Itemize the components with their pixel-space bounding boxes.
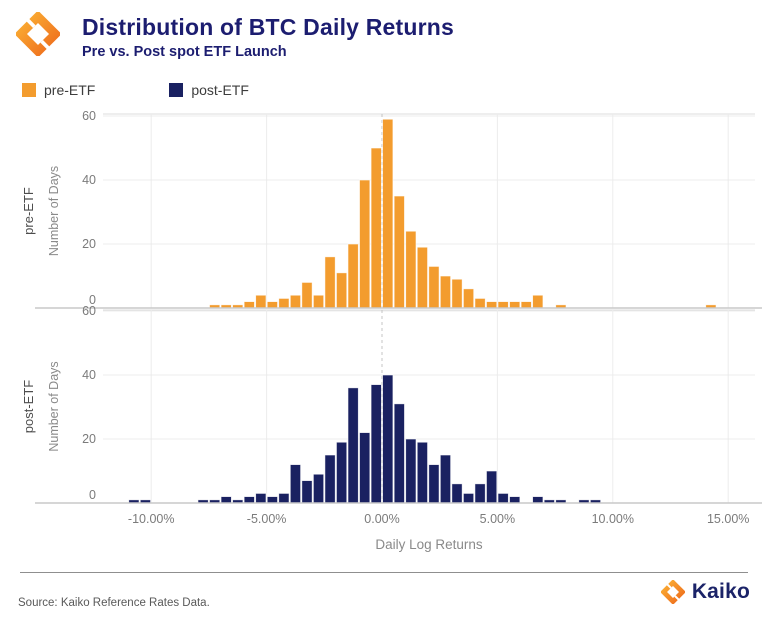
- histogram-bar-pre-etf: [393, 195, 405, 309]
- histogram-bar-post-etf: [462, 492, 475, 504]
- histogram-bar-pre-etf: [532, 294, 544, 309]
- histogram-bar-post-etf: [324, 454, 336, 504]
- histogram-bar-post-etf: [439, 454, 452, 504]
- legend-swatch: [22, 83, 36, 97]
- histogram-bar-pre-etf: [278, 297, 290, 309]
- x-tick-label: 15.00%: [707, 512, 749, 526]
- histogram-bar-pre-etf: [266, 301, 278, 309]
- legend-label: post-ETF: [191, 82, 249, 98]
- histogram-bar-pre-etf: [439, 275, 452, 309]
- x-tick-label: 5.00%: [480, 512, 515, 526]
- y-tick-label: 40: [82, 173, 96, 187]
- histogram-bar-post-etf: [393, 403, 405, 504]
- histogram-bar-post-etf: [428, 464, 440, 504]
- legend: pre-ETF post-ETF: [22, 82, 323, 98]
- histogram-bar-pre-etf: [416, 246, 428, 309]
- y-tick-label: 40: [82, 368, 96, 382]
- histogram-bar-post-etf: [416, 441, 428, 504]
- y-axis-title: Number of Days: [47, 166, 61, 256]
- x-tick-label: 0.00%: [364, 512, 399, 526]
- histogram-bar-post-etf: [451, 483, 463, 504]
- footer-brand: Kaiko: [660, 580, 750, 604]
- histogram-bar-pre-etf: [451, 278, 463, 309]
- page-title: Distribution of BTC Daily Returns: [82, 14, 455, 40]
- histogram-bar-pre-etf: [497, 301, 509, 309]
- histogram-bar-pre-etf: [243, 301, 255, 309]
- histogram-bar-post-etf: [382, 374, 394, 504]
- histogram-bar-pre-etf: [474, 297, 486, 309]
- histogram-bar-pre-etf: [520, 301, 532, 309]
- histogram-bar-pre-etf: [312, 294, 325, 309]
- histogram-bar-pre-etf: [336, 272, 348, 309]
- histogram-bar-post-etf: [278, 492, 290, 504]
- histogram-chart: 0 20 40 60 pre-ETF Number of Days 0 20 40 60 post-…: [21, 109, 762, 552]
- y-axis-title: Number of Days: [47, 361, 61, 451]
- histogram-bar-post-etf: [486, 470, 498, 504]
- x-tick-label: -10.00%: [128, 512, 175, 526]
- x-axis-title: Daily Log Returns: [375, 537, 483, 552]
- y-tick-label: 0: [89, 488, 96, 502]
- brand-name: Kaiko: [691, 580, 750, 603]
- histogram-bar-pre-etf: [462, 288, 475, 309]
- kaiko-logo-icon: [660, 580, 685, 604]
- legend-label: pre-ETF: [44, 82, 96, 98]
- histogram-bar-pre-etf: [255, 294, 267, 309]
- histogram-bar-post-etf: [497, 492, 509, 504]
- kaiko-logo-icon: [16, 12, 60, 56]
- y-tick-label: 20: [82, 237, 96, 251]
- histogram-bar-post-etf: [347, 387, 359, 504]
- x-tick-label: -5.00%: [247, 512, 287, 526]
- histogram-bar-pre-etf: [509, 301, 521, 309]
- histogram-bar-pre-etf: [359, 179, 371, 309]
- histogram-bar-pre-etf: [428, 265, 440, 309]
- histogram-bar-post-etf: [266, 496, 278, 504]
- y-tick-label: 60: [82, 109, 96, 123]
- y-tick-label: 60: [82, 304, 96, 318]
- histogram-bar-post-etf: [359, 432, 371, 504]
- legend-swatch: [169, 83, 184, 97]
- histogram-bar-pre-etf: [486, 301, 498, 309]
- row-label-pre-etf: pre-ETF: [21, 187, 36, 235]
- title-block: Distribution of BTC Daily Returns Pre vs…: [82, 14, 454, 60]
- row-label-post-etf: post-ETF: [21, 380, 36, 434]
- histogram-bar-pre-etf: [301, 281, 313, 309]
- legend-item-post-etf: post-ETF: [169, 82, 249, 98]
- histogram-bar-post-etf: [405, 438, 417, 504]
- histogram-bar-pre-etf: [382, 118, 394, 309]
- footer-divider: [20, 572, 748, 573]
- y-tick-label: 0: [89, 293, 96, 307]
- histogram-bar-pre-etf: [324, 256, 336, 309]
- legend-item-pre-etf: pre-ETF: [22, 82, 95, 98]
- source-note: Source: Kaiko Reference Rates Data.: [18, 597, 210, 609]
- histogram-bar-post-etf: [243, 496, 255, 504]
- page-subtitle: Pre vs. Post spot ETF Launch: [82, 44, 287, 60]
- histogram-bar-post-etf: [255, 492, 267, 504]
- histogram-bar-post-etf: [509, 496, 521, 504]
- histogram-bar-post-etf: [336, 441, 348, 504]
- x-tick-label: 10.00%: [592, 512, 634, 526]
- y-tick-label: 20: [82, 432, 96, 446]
- histogram-bar-post-etf: [312, 473, 325, 504]
- histogram-bar-post-etf: [301, 480, 313, 504]
- histogram-bar-pre-etf: [370, 147, 382, 309]
- histogram-bar-post-etf: [474, 483, 486, 504]
- histogram-bar-pre-etf: [289, 294, 302, 309]
- histogram-bar-post-etf: [220, 496, 232, 504]
- histogram-bar-post-etf: [532, 496, 544, 504]
- histogram-bar-pre-etf: [347, 243, 359, 309]
- histogram-bar-post-etf: [370, 384, 382, 504]
- histogram-bar-pre-etf: [405, 230, 417, 309]
- histogram-bar-post-etf: [289, 464, 302, 504]
